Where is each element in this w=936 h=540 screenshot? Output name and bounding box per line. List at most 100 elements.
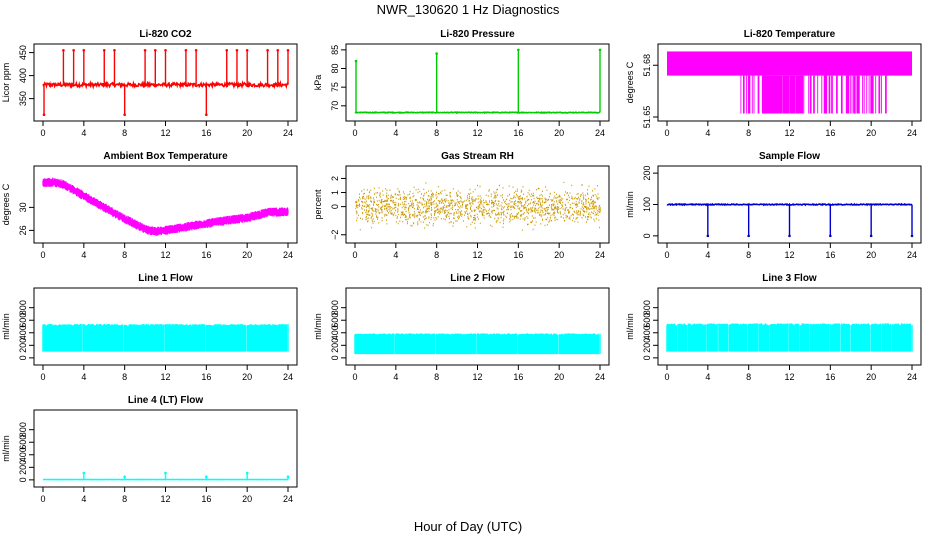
x-tick-label: 24 [283, 128, 293, 138]
y-tick-label: 80 [330, 64, 340, 74]
x-tick-label: 24 [283, 372, 293, 382]
y-axis-label: ml/min [625, 191, 635, 218]
x-tick-label: 8 [746, 250, 751, 260]
y-tick-label: 0 [642, 233, 652, 238]
x-tick-label: 8 [434, 128, 439, 138]
x-tick-label: 16 [825, 250, 835, 260]
chart-panel-3: Li-820 Temperature degrees C 0 4 8 12 16 20 24 51… [625, 29, 922, 138]
chart-panel-1: Li-820 CO2 Licor ppm 0 4 8 12 16 20 24 350 400 450 [1, 29, 298, 138]
y-tick-label: 0 [330, 204, 340, 209]
figure-xlabel: Hour of Day (UTC) [414, 519, 522, 534]
chart-title: Ambient Box Temperature [103, 151, 228, 162]
y-tick-label: 1 [330, 190, 340, 195]
spike-point-17 [266, 49, 269, 52]
x-tick-label: 16 [513, 372, 523, 382]
x-tick-label: 0 [40, 494, 45, 504]
y-tick-label: 75 [330, 82, 340, 92]
spike-point-1 [706, 234, 710, 238]
y-tick-label: 600 [642, 313, 652, 328]
chart-panel-4: Ambient Box Temperature degrees C 0 4 8 12 16 2… [1, 151, 298, 260]
chart-title: Line 1 Flow [138, 273, 193, 284]
plot-area [666, 323, 913, 352]
y-tick-label: 200 [18, 460, 28, 475]
y-tick-label: 400 [18, 447, 28, 462]
x-tick-label: 24 [283, 494, 293, 504]
spike-point-3 [164, 471, 167, 475]
x-tick-label: 12 [472, 250, 482, 260]
y-tick-label: 600 [18, 313, 28, 328]
spike-point-5 [869, 234, 873, 238]
x-tick-label: 16 [825, 372, 835, 382]
y-tick-label: 400 [642, 325, 652, 340]
spike-point-5 [102, 49, 106, 52]
chart-panel-2: Li-820 Pressure kPa 0 4 8 12 16 20 24 70 75 80 85 [313, 29, 610, 138]
x-tick-label: 0 [352, 250, 357, 260]
spike-point-18 [276, 49, 280, 52]
spike-point-2 [123, 475, 126, 479]
spike-point-10 [164, 49, 167, 52]
y-tick-label: 51.68 [642, 54, 652, 77]
chart-title: Line 4 (LT) Flow [128, 395, 204, 406]
y-axis-label: ml/min [1, 435, 11, 462]
y-tick-label: 200 [330, 338, 340, 353]
y-tick-label: 450 [18, 45, 28, 60]
spike-point-6 [113, 49, 116, 52]
spike-point-8 [143, 49, 147, 52]
x-tick-label: 12 [472, 372, 482, 382]
series-line [354, 110, 601, 115]
y-tick-label: 200 [18, 338, 28, 353]
y-tick-label: 0 [18, 355, 28, 360]
series-line [666, 202, 912, 207]
y-tick-label: 800 [18, 300, 28, 315]
x-tick-label: 20 [866, 250, 876, 260]
spike-point-2 [62, 49, 65, 52]
x-tick-label: 4 [81, 372, 86, 382]
x-tick-label: 24 [283, 250, 293, 260]
spike-point-2 [435, 52, 438, 55]
chart-panel-10: Line 4 (LT) Flow ml/min 0 4 8 12 16 20 24 0 200400… [1, 395, 298, 504]
x-tick-label: 20 [242, 250, 252, 260]
series-band [42, 324, 289, 352]
plot-area [42, 177, 289, 236]
y-tick-label: 350 [18, 91, 28, 106]
x-tick-label: 8 [746, 372, 751, 382]
plot-area [355, 181, 601, 231]
spike-point-12 [194, 49, 198, 52]
x-tick-label: 20 [242, 128, 252, 138]
y-tick-label: 400 [330, 325, 340, 340]
x-tick-label: 20 [554, 250, 564, 260]
plot-frame [345, 43, 610, 122]
x-tick-label: 0 [40, 128, 45, 138]
x-tick-label: 4 [705, 128, 710, 138]
chart-title: Li-820 Pressure [440, 29, 515, 40]
y-tick-label: 2 [330, 176, 340, 181]
x-tick-label: 16 [201, 250, 211, 260]
x-tick-label: 12 [160, 494, 170, 504]
spike-point-5 [245, 471, 249, 475]
x-tick-label: 8 [122, 128, 127, 138]
x-tick-label: 4 [705, 250, 710, 260]
x-tick-label: 4 [393, 372, 398, 382]
x-tick-label: 4 [81, 128, 86, 138]
x-tick-label: 8 [434, 372, 439, 382]
x-tick-label: 16 [201, 128, 211, 138]
y-axis-label: ml/min [313, 313, 323, 340]
y-tick-label: 0 [642, 355, 652, 360]
x-tick-label: 8 [122, 372, 127, 382]
x-tick-label: 24 [907, 128, 917, 138]
spike-point-19 [286, 49, 290, 52]
spike-point-11 [184, 49, 188, 52]
y-axis-label: Licor ppm [1, 63, 11, 103]
y-tick-label: 200 [642, 166, 652, 181]
x-tick-label: 16 [513, 128, 523, 138]
y-tick-label: 51.65 [642, 106, 652, 129]
x-tick-label: 4 [705, 372, 710, 382]
y-axis-label: degrees C [625, 61, 635, 103]
x-tick-label: 12 [784, 372, 794, 382]
spike-point-4 [598, 48, 602, 52]
x-tick-label: 4 [81, 494, 86, 504]
x-tick-label: 20 [866, 372, 876, 382]
plot-area [354, 48, 602, 115]
figure-title: NWR_130620 1 Hz Diagnostics [377, 2, 560, 17]
